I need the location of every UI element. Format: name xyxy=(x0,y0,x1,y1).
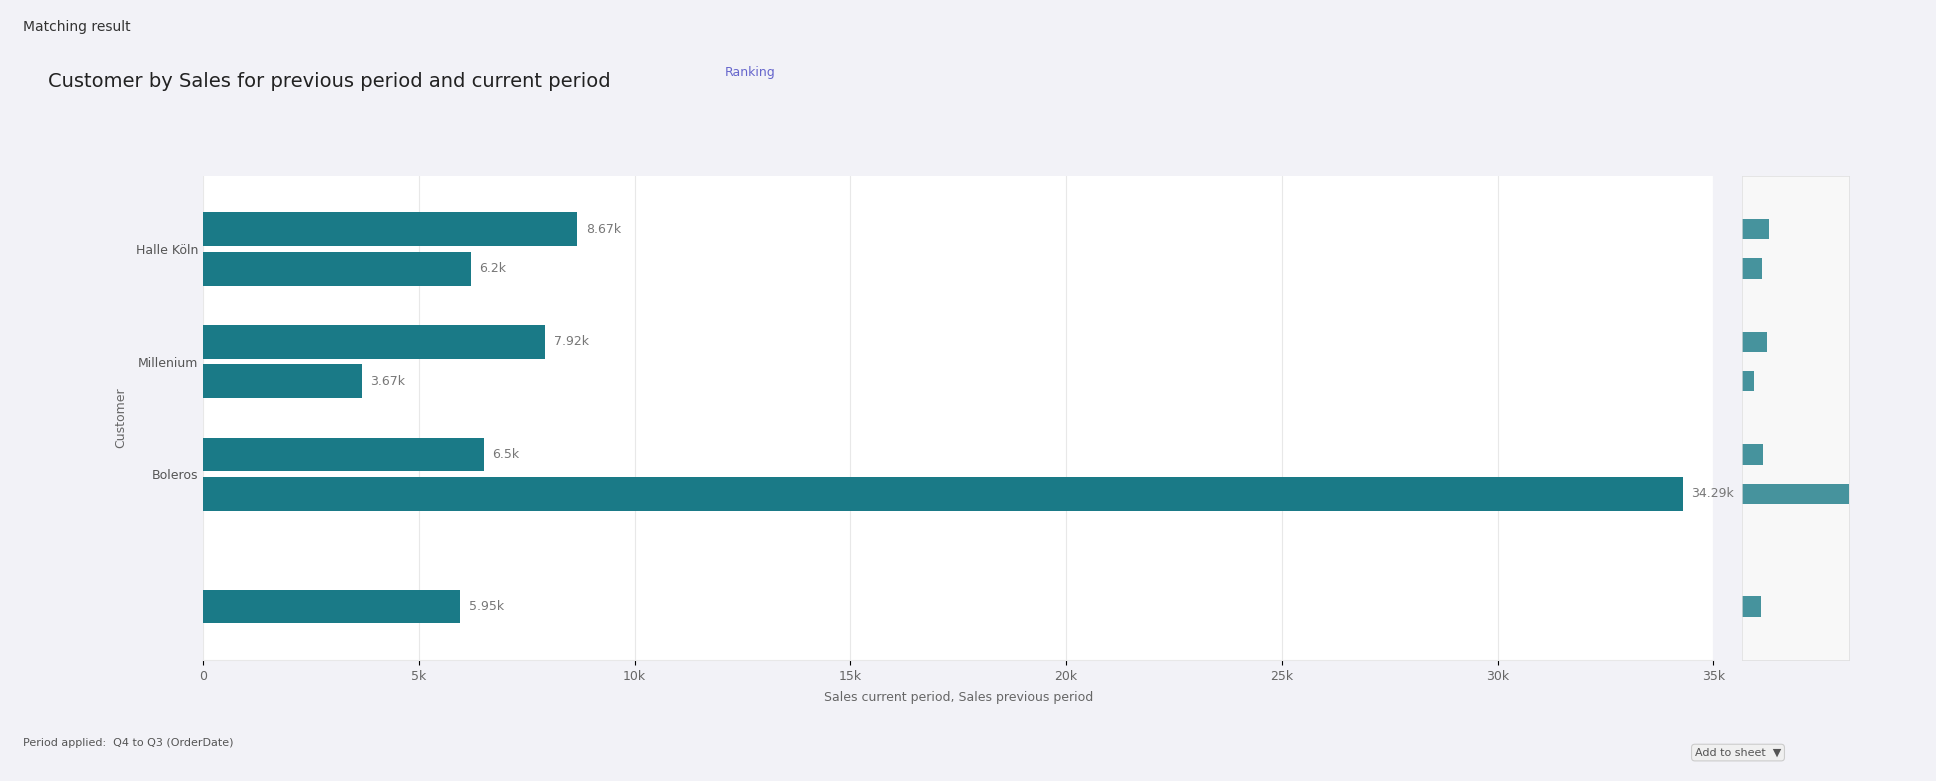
Bar xyxy=(203,477,1682,511)
Bar xyxy=(1742,332,1768,352)
Bar xyxy=(1742,444,1762,465)
Text: 7.92k: 7.92k xyxy=(554,335,589,348)
Bar xyxy=(203,365,362,398)
Bar xyxy=(1742,483,1849,504)
Text: 6.5k: 6.5k xyxy=(492,448,519,461)
Text: 5.95k: 5.95k xyxy=(469,600,503,613)
Bar xyxy=(1742,259,1762,279)
Y-axis label: Customer: Customer xyxy=(114,387,128,448)
Text: Matching result: Matching result xyxy=(23,20,132,34)
Text: 6.2k: 6.2k xyxy=(480,262,507,275)
Bar xyxy=(1742,219,1770,239)
Text: Period applied:  Q4 to Q3 (OrderDate): Period applied: Q4 to Q3 (OrderDate) xyxy=(23,738,234,748)
Text: 3.67k: 3.67k xyxy=(370,375,405,387)
Bar xyxy=(203,590,461,623)
Text: 34.29k: 34.29k xyxy=(1692,487,1735,501)
Text: Ranking: Ranking xyxy=(724,66,774,79)
Text: Customer by Sales for previous period and current period: Customer by Sales for previous period an… xyxy=(48,72,612,91)
Bar xyxy=(1742,371,1754,391)
Bar xyxy=(1742,597,1762,616)
X-axis label: Sales current period, Sales previous period: Sales current period, Sales previous per… xyxy=(823,691,1094,704)
Bar xyxy=(203,437,484,471)
Text: Add to sheet  ▼: Add to sheet ▼ xyxy=(1694,747,1781,758)
Bar xyxy=(203,325,546,358)
Text: 8.67k: 8.67k xyxy=(587,223,621,236)
Bar xyxy=(203,212,577,246)
Bar xyxy=(203,251,470,286)
